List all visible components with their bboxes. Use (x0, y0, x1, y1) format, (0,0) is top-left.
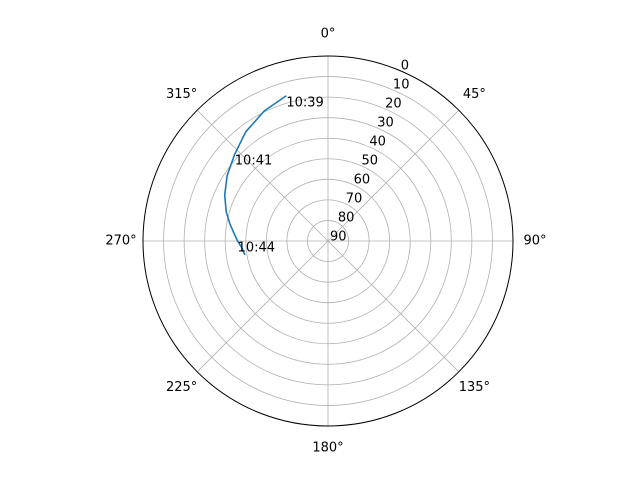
radial-label-80: 80 (338, 211, 355, 226)
angle-label-315: 315° (166, 87, 197, 102)
polar-frame (142, 55, 514, 427)
angle-label-270: 270° (105, 234, 136, 249)
annotation-label-0: 10:39 (286, 95, 323, 110)
angle-label-135: 135° (459, 380, 490, 395)
grid-spoke-315 (196, 109, 329, 242)
grid-spoke-225 (196, 240, 329, 373)
angular-grid-spokes (143, 56, 513, 426)
angle-label-180: 180° (312, 441, 343, 456)
radial-label-10: 10 (393, 78, 410, 93)
annotation-label-1: 10:41 (235, 154, 272, 169)
grid-spoke-45 (327, 109, 460, 242)
angle-tick-labels: 0° 45° 90° 135° 180° 225° 270° 315° (105, 27, 546, 456)
radial-label-30: 30 (377, 116, 394, 131)
radial-tick-labels: 0 10 20 30 40 50 60 70 80 90 (330, 59, 409, 245)
radial-label-50: 50 (361, 154, 378, 169)
angle-label-0: 0° (321, 27, 336, 42)
radial-label-90: 90 (330, 230, 347, 245)
outer-frame-circle (142, 55, 514, 427)
annotation-label-2: 10:44 (238, 241, 275, 256)
angle-label-45: 45° (463, 87, 486, 102)
radial-label-40: 40 (369, 135, 386, 150)
radial-label-70: 70 (346, 192, 363, 207)
radial-label-0: 0 (401, 59, 409, 74)
time-annotations: 10:39 10:41 10:44 (235, 95, 324, 255)
radial-label-20: 20 (385, 97, 402, 112)
series-layer (223, 95, 287, 256)
series-line-0 (223, 95, 287, 256)
angle-label-225: 225° (166, 380, 197, 395)
angle-label-90: 90° (523, 234, 546, 249)
radial-label-60: 60 (354, 173, 371, 188)
grid-spoke-135 (327, 240, 460, 373)
